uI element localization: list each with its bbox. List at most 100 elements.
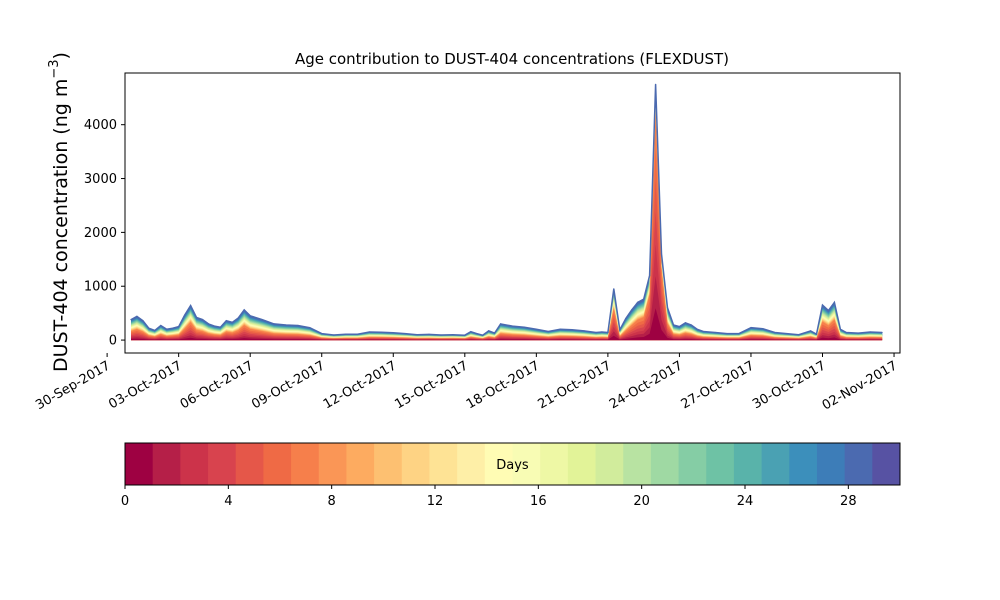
- data-point: [166, 328, 168, 330]
- data-point: [470, 331, 472, 333]
- data-point: [649, 274, 651, 277]
- data-point: [702, 330, 704, 333]
- data-point: [440, 334, 442, 336]
- colorbar-segment: [401, 443, 430, 485]
- age-layer-15: [131, 103, 883, 341]
- data-point: [172, 327, 174, 329]
- colorbar-segment: [733, 443, 763, 485]
- colorbar-frame: [124, 442, 901, 486]
- x-tick-label: 30-Sep-2017: [33, 358, 113, 413]
- data-point: [857, 332, 859, 334]
- data-point: [583, 330, 585, 332]
- data-point: [130, 319, 132, 321]
- data-point: [416, 334, 418, 336]
- data-point: [869, 331, 871, 333]
- age-layer-22: [131, 92, 883, 341]
- colorbar-tick-label: 4: [224, 494, 232, 509]
- colorbar-segment: [678, 443, 707, 485]
- colorbar-segment: [512, 443, 541, 485]
- age-layer-23: [131, 90, 883, 341]
- colorbar: Days 0 4 8 12 16 20 24 28: [121, 442, 901, 509]
- x-tick-label: 06-Oct-2017: [178, 358, 256, 412]
- data-point: [464, 334, 466, 336]
- age-layer-19: [131, 97, 883, 341]
- x-tick-label: 09-Oct-2017: [249, 358, 327, 412]
- data-point: [494, 332, 496, 334]
- data-point: [452, 334, 454, 336]
- data-point: [404, 333, 406, 335]
- y-axis-label-close: ): [50, 52, 72, 59]
- data-point: [482, 334, 484, 336]
- colorbar-segment: [291, 443, 320, 485]
- colorbar-label: Days: [496, 458, 529, 473]
- data-point: [184, 314, 186, 316]
- colorbar-segment: [374, 443, 403, 485]
- data-point: [547, 330, 549, 333]
- colorbar-segment: [180, 443, 209, 485]
- age-layer-9: [131, 111, 883, 341]
- data-point: [738, 333, 740, 335]
- data-point: [637, 301, 639, 303]
- colorbar-segment: [125, 443, 154, 485]
- colorbar-segment: [346, 443, 375, 485]
- x-tick-label: 03-Oct-2017: [106, 358, 184, 412]
- age-layer-16: [131, 101, 883, 341]
- x-tick-label: 21-Oct-2017: [536, 358, 614, 412]
- y-axis: 0 1000 2000 3000 4000: [84, 118, 125, 349]
- y-tick-label: 1000: [84, 280, 117, 295]
- data-point: [488, 330, 490, 332]
- colorbar-segment: [872, 443, 901, 485]
- data-point: [148, 327, 150, 329]
- data-point: [559, 328, 561, 330]
- data-point: [535, 328, 537, 330]
- age-layer-14: [131, 104, 883, 341]
- x-tick-label: 30-Oct-2017: [750, 358, 828, 412]
- data-point: [285, 324, 287, 326]
- x-tick-label: 15-Oct-2017: [392, 358, 470, 412]
- data-point: [613, 288, 615, 290]
- y-axis-label-main: DUST-404 concentration (ng m: [50, 79, 72, 372]
- data-point: [476, 333, 478, 335]
- colorbar-segment: [457, 443, 486, 485]
- colorbar-segment: [235, 443, 264, 485]
- data-point: [595, 331, 597, 334]
- data-point: [136, 315, 138, 317]
- data-point: [231, 321, 233, 323]
- colorbar-segment: [595, 443, 624, 485]
- data-point: [571, 329, 573, 331]
- data-point: [213, 325, 215, 327]
- colorbar-segment: [706, 443, 735, 485]
- data-point: [684, 322, 687, 324]
- data-point: [273, 323, 275, 325]
- y-axis-label: DUST-404 concentration (ng m−3): [47, 52, 72, 372]
- y-tick-label: 3000: [84, 172, 117, 187]
- data-point: [297, 324, 299, 327]
- colorbar-tick-label: 20: [633, 494, 650, 509]
- data-point: [178, 326, 180, 328]
- y-axis-label-superscript: −3: [47, 59, 62, 78]
- colorbar-segment: [540, 443, 569, 485]
- data-point: [815, 333, 818, 335]
- data-point: [219, 326, 221, 328]
- data-point: [345, 333, 347, 335]
- colorbar-tick-label: 24: [737, 494, 754, 509]
- colorbar-segment: [318, 443, 347, 485]
- data-point: [655, 83, 657, 85]
- data-point: [762, 328, 764, 330]
- data-point: [845, 331, 847, 334]
- age-layer-17: [131, 100, 883, 341]
- colorbar-segment: [623, 443, 652, 485]
- data-point: [523, 326, 526, 328]
- x-tick-label: 27-Oct-2017: [679, 358, 757, 412]
- colorbar-segment: [789, 443, 818, 485]
- data-point: [726, 333, 728, 335]
- data-point: [237, 317, 239, 319]
- age-layer-27: [131, 84, 883, 341]
- colorbar-segment: [152, 443, 181, 485]
- data-point: [660, 253, 663, 255]
- age-layer-26: [131, 85, 883, 341]
- data-point: [666, 307, 669, 309]
- data-point: [195, 316, 198, 319]
- data-point: [690, 324, 692, 326]
